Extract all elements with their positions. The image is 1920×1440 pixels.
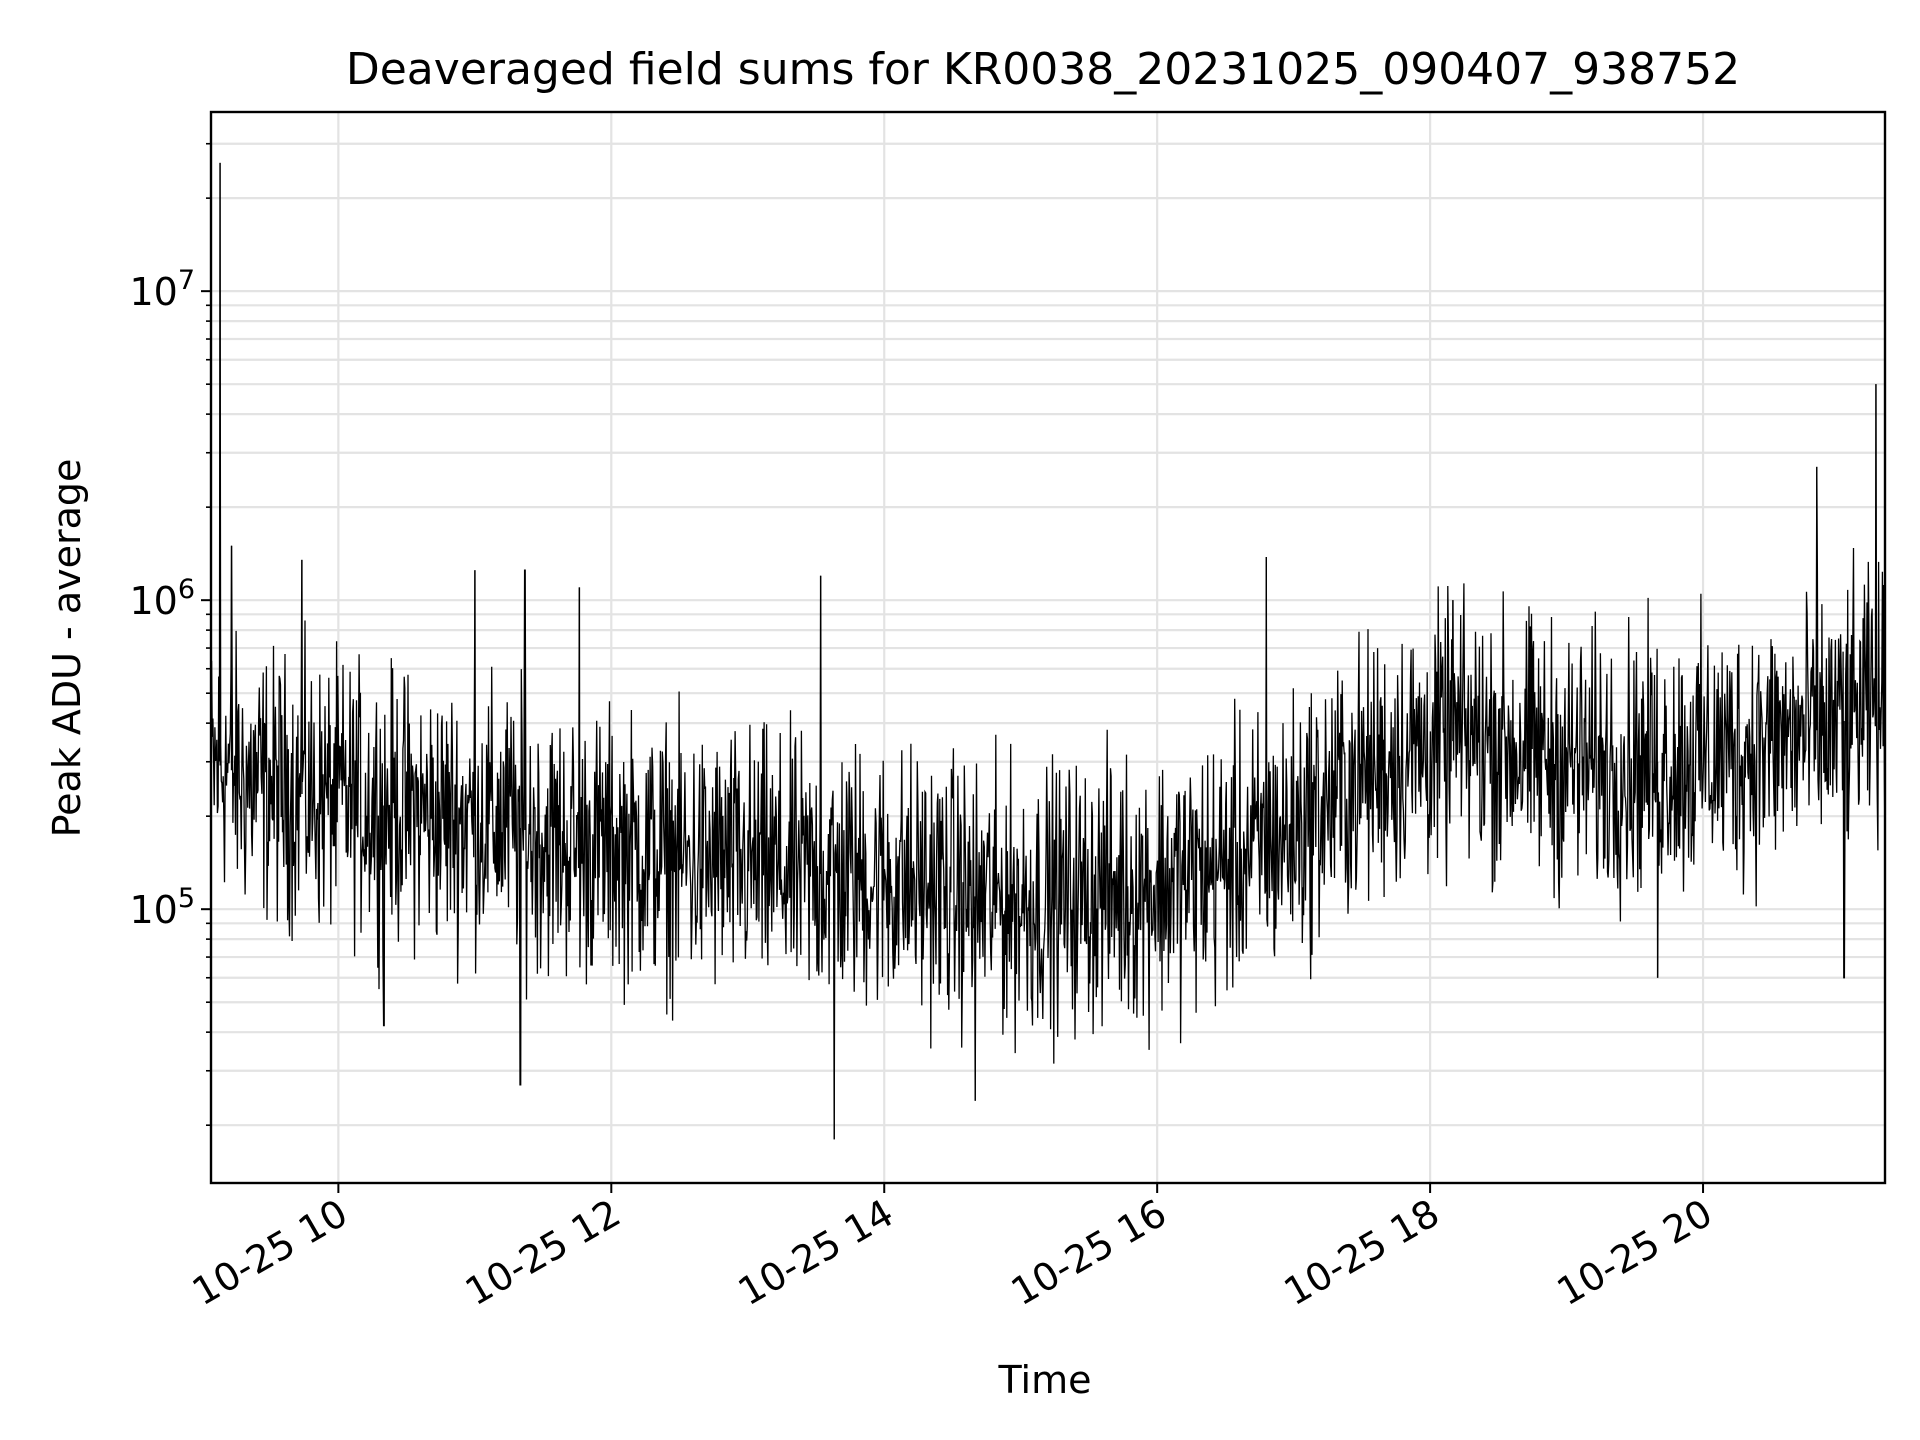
x-tick-label: 10-25 10 — [185, 1191, 355, 1315]
x-tick-label: 10-25 20 — [1550, 1191, 1720, 1315]
chart-title: Deaveraged field sums for KR0038_2023102… — [346, 44, 1740, 95]
series-line — [210, 162, 1886, 1140]
y-tick-label: 105 — [129, 883, 195, 932]
x-tick-label: 10-25 12 — [458, 1191, 628, 1315]
y-tick-label: 106 — [129, 574, 195, 623]
x-axis-label: Time — [998, 1358, 1092, 1402]
x-tick-label: 10-25 14 — [731, 1191, 901, 1315]
y-tick-label: 107 — [129, 265, 195, 314]
y-axis-ticks: 105 106 107 — [129, 142, 211, 1126]
x-tick-label: 10-25 18 — [1277, 1191, 1447, 1315]
data-series — [210, 162, 1886, 1140]
x-axis-ticks: 10-25 10 10-25 12 10-25 14 10-25 16 10-25 18… — [185, 1183, 1720, 1314]
y-axis-label: Peak ADU - average — [45, 459, 89, 838]
y-grid — [211, 142, 1885, 1127]
x-grid — [337, 112, 1705, 1183]
x-tick-label: 10-25 16 — [1004, 1191, 1174, 1315]
